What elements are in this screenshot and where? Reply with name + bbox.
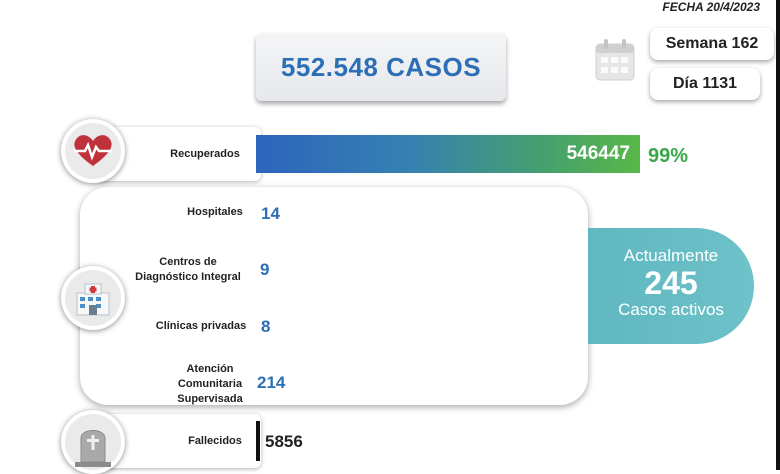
week-badge: Semana 162 (650, 28, 774, 60)
care-label-hospitales: Hospitales (187, 206, 243, 218)
day-text: Día 1131 (672, 75, 738, 92)
deaths-label: Fallecidos (188, 435, 242, 447)
care-value-cdi: 9 (260, 260, 270, 279)
active-cases-line2: Casos activos (618, 300, 724, 319)
deaths-value: 5856 (265, 432, 303, 451)
active-cases-panel: Actualmente 245 Casos activos (588, 228, 754, 344)
recovered-bar: 546447 (256, 135, 640, 173)
care-value-acs: 214 (257, 373, 286, 392)
care-value-clinicas: 8 (261, 317, 271, 336)
report-date: FECHA 20/4/2023 (662, 0, 760, 14)
care-label-acs: Atención Comunitaria Supervisada (177, 363, 243, 405)
recovered-icon-circle (61, 119, 125, 183)
hospital-icon (65, 270, 121, 326)
calendar-icon (595, 39, 635, 81)
deaths-bar (256, 421, 260, 461)
tombstone-icon (65, 414, 121, 470)
recovered-value: 546447 (566, 143, 630, 164)
active-cases-count: 245 (644, 265, 698, 301)
frame-edge (776, 0, 780, 470)
care-locations-box (80, 187, 588, 405)
recovered-percent: 99% (648, 145, 689, 167)
total-cases-box: 552.548 CASOS (256, 33, 506, 101)
recovered-label: Recuperados (170, 148, 240, 160)
heart-pulse-icon (65, 123, 121, 179)
care-value-hospitales: 14 (261, 204, 280, 223)
care-label-clinicas: Clínicas privadas (155, 320, 247, 332)
care-label-cdi: Centros de Diagnóstico Integral (135, 256, 241, 283)
week-text: Semana 162 (665, 35, 759, 52)
day-badge: Día 1131 (650, 68, 760, 100)
deaths-icon-circle (61, 410, 125, 474)
active-cases-line1: Actualmente (623, 246, 719, 265)
hospital-icon-circle (61, 266, 125, 330)
total-cases: 552.548 CASOS (280, 51, 482, 82)
